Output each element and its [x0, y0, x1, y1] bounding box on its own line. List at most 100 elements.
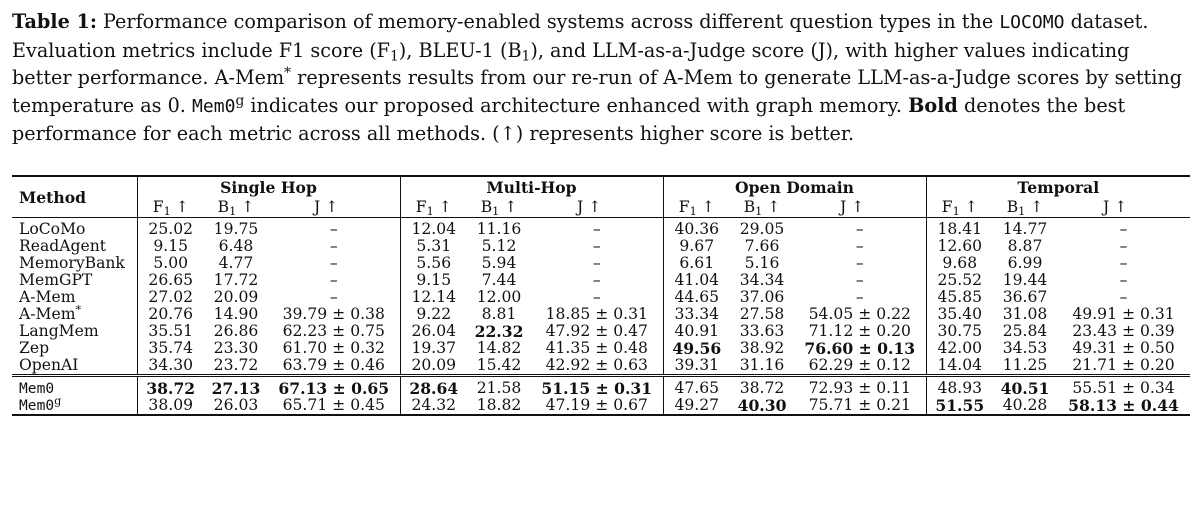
table-row: Mem0g 38.09 26.03 65.71 ± 0.45 24.32 18.82 47.…	[12, 395, 1191, 415]
table-cell: 20.09	[213, 288, 259, 306]
table-cell: 5.00	[136, 255, 204, 272]
table-cell: 35.40	[925, 306, 994, 323]
table-cell: 34.34	[739, 271, 785, 289]
table-cell: 55.51 ± 0.34	[1072, 379, 1175, 397]
table-cell: 39.79 ± 0.38	[282, 305, 385, 323]
table-cell: –	[329, 237, 338, 255]
table-cell: 40.51	[1000, 379, 1050, 398]
caption-subscript: 1	[390, 47, 399, 64]
metric-header-b: B1 ↑	[467, 198, 531, 218]
caption-superscript: g	[235, 92, 245, 109]
table-cell: 11.16	[476, 220, 522, 238]
method-name-text: MemoryBank	[19, 254, 125, 272]
table-cell: 9.22	[399, 306, 468, 323]
table-cell: 19.44	[1002, 271, 1048, 289]
caption-text-4: ), and LLM-as-a-Judge score (J), with hi…	[12, 38, 1130, 90]
table-cell: 20.76	[136, 306, 204, 323]
table-cell: 14.82	[476, 339, 522, 357]
table-cell: 40.36	[662, 217, 731, 238]
table-body-mem0: Mem0 38.72 27.13 67.13 ± 0.65 28.64 21.58 51.1…	[12, 375, 1191, 415]
table-cell: –	[329, 254, 338, 272]
table-row: ReadAgent 9.15 6.48 – 5.31 5.12 – 9.67 7.66 – 12.6…	[12, 238, 1190, 255]
up-arrow: ↑	[696, 198, 715, 216]
caption-mem0: Mem0	[192, 95, 236, 117]
caption-subscript: 1	[521, 47, 531, 64]
table-cell: –	[1119, 220, 1128, 238]
method-name: OpenAI	[12, 357, 137, 376]
table-cell: 47.92 ± 0.47	[545, 322, 648, 340]
metric-header-f: F1 ↑	[399, 198, 468, 218]
table-cell: 72.93 ± 0.11	[808, 379, 911, 397]
table-cell: 34.53	[1002, 339, 1048, 357]
metric-header-f: F1 ↑	[925, 198, 994, 218]
table-cell: 65.71 ± 0.45	[282, 396, 385, 414]
caption-text-6: indicates our proposed architecture enha…	[244, 93, 909, 117]
table-row: Zep 35.74 23.30 61.70 ± 0.32 19.37 14.82 41.35…	[12, 340, 1190, 357]
table-cell: 7.66	[744, 237, 780, 255]
table-cell: –	[592, 271, 601, 289]
method-name-text: Mem0	[19, 380, 55, 397]
table-cell: 5.56	[399, 255, 468, 272]
table-cell: 5.94	[481, 254, 517, 272]
metric-letter: B	[217, 198, 230, 216]
metric-subscript: 1	[426, 204, 434, 218]
table-cell: –	[1119, 271, 1128, 289]
caption-text-5: represents results from our re-run of A-…	[12, 66, 1183, 117]
metric-header-f: F1 ↑	[136, 198, 204, 218]
table-cell: 31.08	[1002, 305, 1048, 323]
method-header: Method	[19, 187, 87, 207]
table-cell: 22.32	[474, 322, 524, 341]
table-cell: 25.02	[136, 217, 204, 238]
table-cell: 37.06	[739, 288, 785, 306]
table-cell: 40.28	[1002, 396, 1048, 414]
table-cell: 28.64	[399, 375, 468, 397]
table-row: Mem0 38.72 27.13 67.13 ± 0.65 28.64 21.58 51.1…	[12, 375, 1191, 398]
metric-letter: F	[941, 198, 953, 216]
table-cell: 24.32	[399, 397, 468, 415]
group-header: Temporal	[925, 176, 1191, 198]
table-cell: 5.16	[744, 254, 780, 272]
table-body-baselines: LoCoMo 25.02 19.75–12.04 11.16–40.36 29.05–1…	[12, 217, 1191, 376]
table-cell: 23.43 ± 0.39	[1072, 322, 1175, 340]
metric-subscript: 1	[689, 204, 697, 218]
table-cell: 75.71 ± 0.21	[808, 396, 911, 414]
caption-dataset-name: LOCOMO	[999, 12, 1065, 33]
metric-header-b: B1 ↑	[730, 198, 794, 218]
method-name: LoCoMo	[12, 218, 137, 239]
method-name-text: LoCoMo	[19, 220, 86, 238]
table-cell: 14.90	[213, 305, 259, 323]
table-cell: 63.79 ± 0.46	[282, 356, 385, 374]
metric-header-j: J ↑	[314, 198, 339, 216]
table-cell: 62.23 ± 0.75	[282, 322, 385, 340]
table-cell: –	[329, 288, 338, 306]
table-cell: 33.63	[739, 322, 785, 340]
method-name: Mem0	[12, 376, 137, 397]
table-cell: –	[592, 220, 601, 238]
header-row-metrics: F1 ↑ B1 ↑ J ↑ F1 ↑ B1 ↑ J ↑ F1 ↑ B1 ↑ J ↑ F1 ↑ B1 …	[12, 198, 1190, 218]
metric-letter: F	[152, 198, 164, 216]
up-arrow: ↑	[433, 198, 452, 216]
table-cell: 41.04	[662, 272, 731, 289]
metric-letter: B	[1006, 198, 1019, 216]
table-cell: –	[855, 237, 864, 255]
metric-header-j: J ↑	[840, 198, 865, 216]
table-cell: 8.87	[1007, 237, 1043, 255]
table-cell: 49.91 ± 0.31	[1072, 305, 1175, 323]
table-cell: 9.15	[136, 238, 204, 255]
table-cell: 35.51	[136, 323, 204, 340]
table-row: OpenAI 34.30 23.72 63.79 ± 0.46 20.09 15.42 42…	[12, 357, 1190, 376]
table-cell: 9.15	[399, 272, 468, 289]
method-name-text: LangMem	[19, 322, 99, 340]
table-cell: –	[1119, 254, 1128, 272]
metric-header-j: J ↑	[1103, 198, 1128, 216]
method-name-text: OpenAI	[19, 356, 79, 374]
table-cell: 49.56	[662, 340, 731, 357]
method-name: A-Mem	[12, 289, 137, 306]
table-cell: 39.31	[662, 357, 731, 376]
group-header: Multi-Hop	[399, 176, 664, 198]
table-cell: 7.44	[481, 271, 517, 289]
table-cell: 14.77	[1002, 220, 1048, 238]
metric-subscript: 1	[163, 204, 171, 218]
method-name-text: Zep	[19, 339, 50, 357]
group-header: Open Domain	[662, 176, 927, 198]
